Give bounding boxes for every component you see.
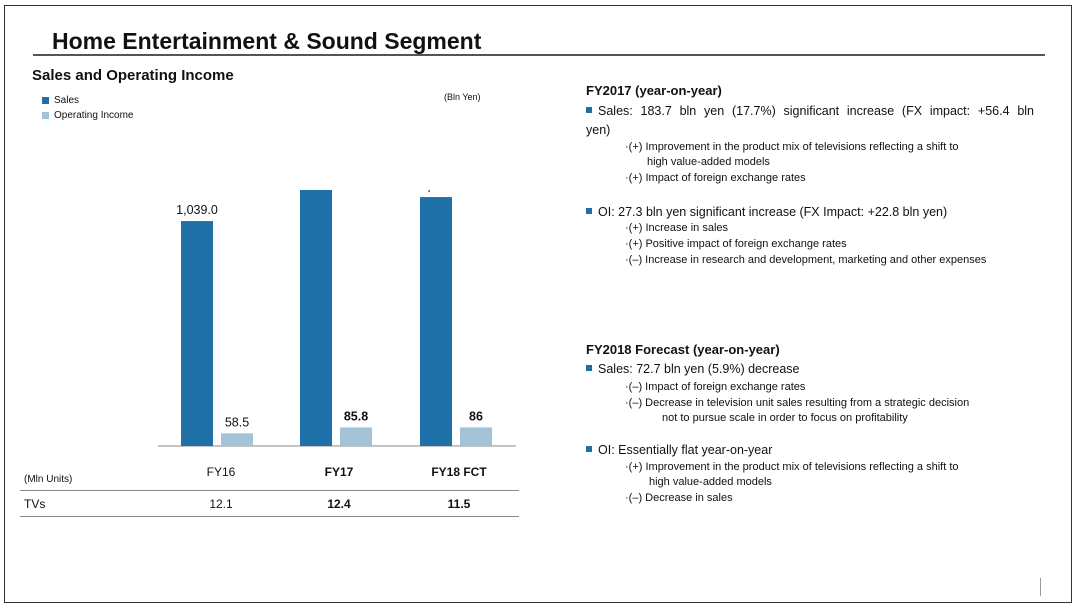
table-unit-label: (Mln Units) <box>24 474 73 485</box>
sales-bar-0 <box>181 221 213 446</box>
fy2017-sales-point-1-cont: high value-added models <box>647 156 770 168</box>
fy2018-sales-bullet: Sales: 72.7 bln yen (5.9%) decrease <box>586 360 800 379</box>
fy2018-sales-point-2-cont: not to pursue scale in order to focus on… <box>662 412 908 424</box>
fy2017-sales-line1: Sales: 183.7 bln yen (17.7%) significant… <box>586 102 1034 121</box>
legend-label-operating-income: Operating Income <box>54 110 134 121</box>
bullet-square-icon <box>586 446 592 452</box>
bullet-square-icon <box>586 365 592 371</box>
operating-income-bar-0 <box>221 433 253 446</box>
legend-label-sales: Sales <box>54 95 80 106</box>
sales-bar-1 <box>300 190 332 446</box>
fy2017-sales-point-1: ·(+) Improvement in the product mix of t… <box>625 141 959 153</box>
fy2017-oi-point-2: ·(+) Positive impact of foreign exchange… <box>625 238 847 250</box>
page-title: Home Entertainment & Sound Segment <box>52 28 482 54</box>
fy2018-oi-point-1: ·(+) Improvement in the product mix of t… <box>625 461 959 473</box>
page-marker <box>1040 578 1041 596</box>
title-divider <box>33 54 1045 56</box>
chart-subtitle: Sales and Operating Income <box>32 67 234 84</box>
tv-value-fy18-fct: 11.5 <box>447 497 471 511</box>
fy2018-heading: FY2018 Forecast (year-on-year) <box>586 342 780 357</box>
fy2017-sales-point-2: ·(+) Impact of foreign exchange rates <box>625 172 806 184</box>
fy2017-sales-bullet: Sales: 183.7 bln yen (17.7%) significant… <box>586 102 1034 140</box>
fy2017-oi-point-1: ·(+) Increase in sales <box>625 222 729 234</box>
sales-value-label-0: 1,039.0 <box>176 203 218 217</box>
fy2018-sales-point-2: ·(–) Decrease in television unit sales r… <box>625 397 970 409</box>
legend-item-operating-income: Operating Income <box>42 108 134 123</box>
table-top-rule <box>20 490 519 491</box>
bar-chart: 1,039.01,222.71,15058.585.886 <box>158 190 516 447</box>
operating-income-bar-1 <box>340 427 372 446</box>
chart-unit-label: (Bln Yen) <box>444 92 481 102</box>
operating-income-bar-2 <box>460 427 492 446</box>
fy2017-oi-bullet: OI: 27.3 bln yen significant increase (F… <box>586 203 947 222</box>
operating-income-value-label-1: 85.8 <box>344 409 368 423</box>
category-label-fy16: FY16 <box>206 465 236 479</box>
tv-row-label: TVs <box>24 497 46 511</box>
bullet-square-icon <box>586 208 592 214</box>
fy2018-oi-point-2: ·(–) Decrease in sales <box>625 492 733 504</box>
category-label-fy17: FY17 <box>324 465 354 479</box>
sales-swatch <box>42 97 49 104</box>
fy2018-oi-point-1-cont: high value-added models <box>649 476 772 488</box>
operating-income-value-label-0: 58.5 <box>225 415 249 429</box>
slide-frame <box>4 5 1072 603</box>
table-bottom-rule <box>20 516 519 517</box>
fy2017-sales-line2: yen) <box>586 123 611 137</box>
fy2017-heading: FY2017 (year-on-year) <box>586 83 722 98</box>
chart-legend: Sales Operating Income <box>42 93 134 123</box>
sales-value-label-2: 1,150 <box>420 190 451 193</box>
tv-value-fy16: 12.1 <box>209 497 233 511</box>
tv-value-fy17: 12.4 <box>327 497 351 511</box>
fy2018-sales-point-1: ·(–) Impact of foreign exchange rates <box>625 381 806 393</box>
operating-income-swatch <box>42 112 49 119</box>
operating-income-value-label-2: 86 <box>469 409 483 423</box>
sales-bar-2 <box>420 197 452 446</box>
category-label-fy18-fct: FY18 FCT <box>431 465 487 479</box>
fy2018-oi-bullet: OI: Essentially flat year-on-year <box>586 441 772 460</box>
bullet-square-icon <box>586 107 592 113</box>
legend-item-sales: Sales <box>42 93 134 108</box>
fy2017-oi-point-3: ·(–) Increase in research and developmen… <box>625 254 987 266</box>
